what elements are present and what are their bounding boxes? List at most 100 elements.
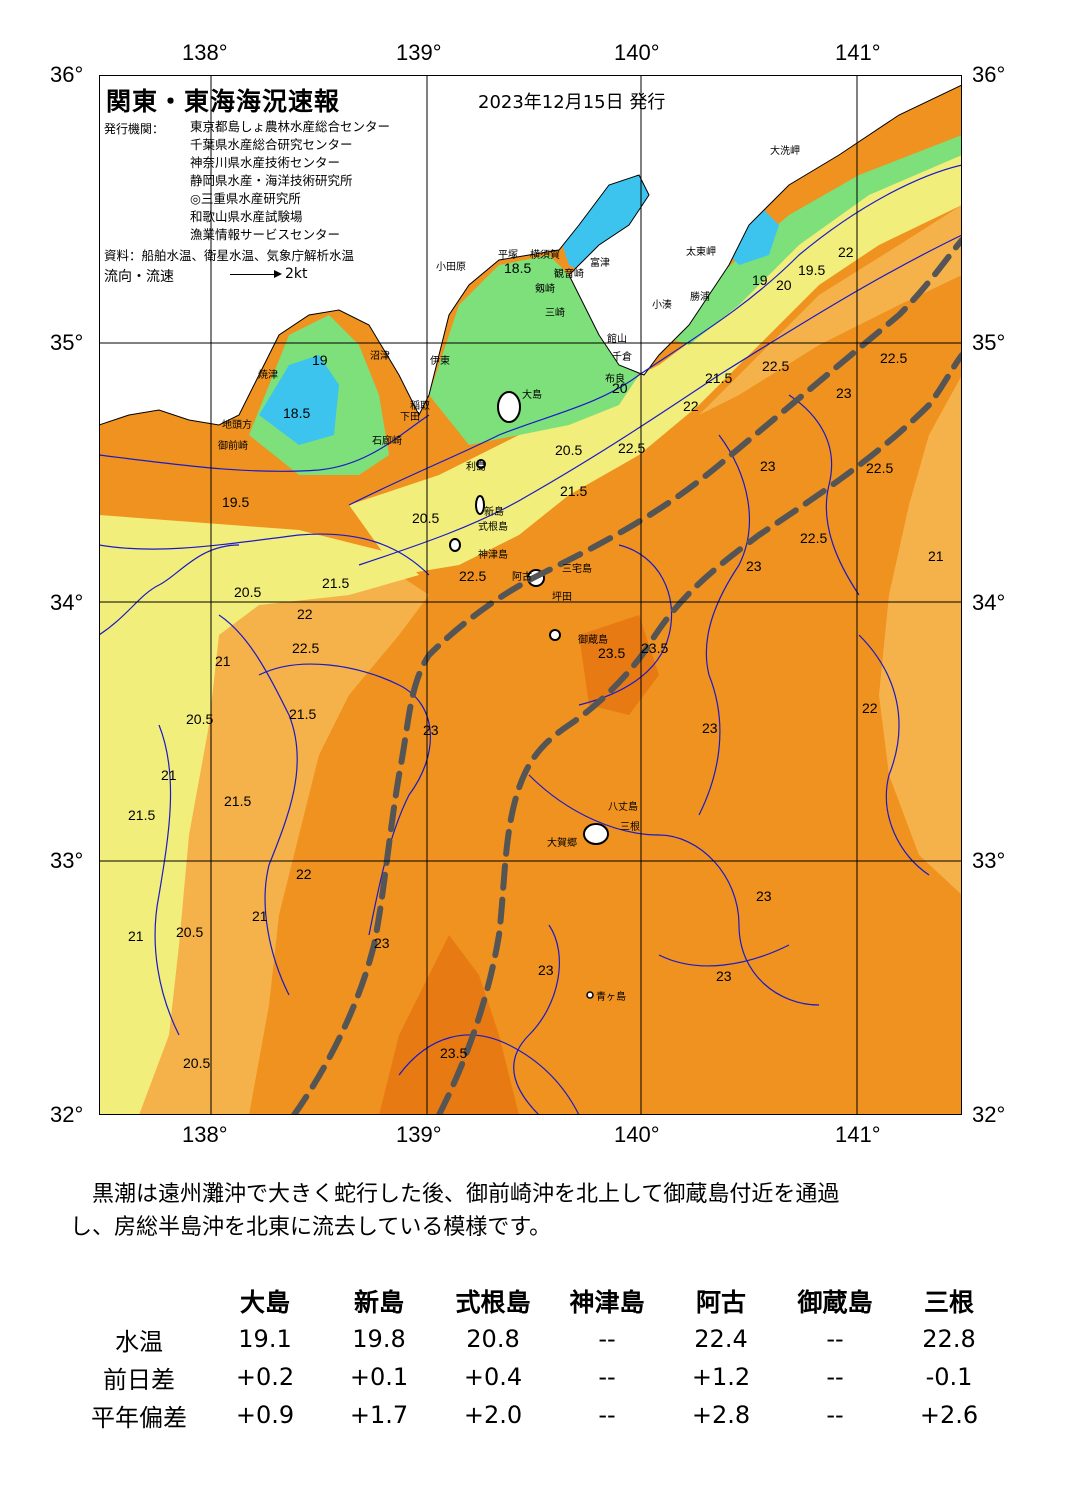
place-label: 地頭方 xyxy=(222,420,252,431)
table-cell: +0.1 xyxy=(349,1363,409,1391)
place-label: 三宅島 xyxy=(562,564,592,575)
graticule xyxy=(99,75,962,1115)
isotherm-label: 22.5 xyxy=(880,350,908,366)
isotherm-label: 20.5 xyxy=(176,924,204,940)
data-source: 資料：船舶水温、衛星水温、気象庁解析水温 xyxy=(104,248,355,263)
place-label: 沼津 xyxy=(370,351,390,362)
place-label: 式根島 xyxy=(478,522,508,533)
isotherm-label: 20 xyxy=(776,277,792,293)
table-cell: -- xyxy=(598,1401,616,1429)
table-cell: +2.8 xyxy=(691,1401,751,1429)
lat-label-left-35: 35° xyxy=(50,330,84,355)
table-cell: +0.9 xyxy=(235,1401,295,1429)
isotherm-label: 23 xyxy=(836,385,852,401)
place-label: 御前崎 xyxy=(218,441,248,452)
isotherm-label: 20.5 xyxy=(183,1055,211,1071)
observation-table: 大島 新島 式根島 神津島 阿古 御蔵島 三根 水温 19.1 19.8 20.… xyxy=(70,1282,1006,1434)
place-label: 八丈島 xyxy=(608,802,638,813)
isotherm-label: 23 xyxy=(538,962,554,978)
place-label: 平塚 xyxy=(498,250,518,261)
agency-item: 東京都島しょ農林水産総合センター xyxy=(190,119,391,134)
summary-line: し、房総半島沖を北東に流去している模様です。 xyxy=(70,1215,552,1240)
island-hachijojima xyxy=(583,823,609,845)
agency-item: 千葉県水産総合研究センター xyxy=(190,137,353,152)
table-row: 平年偏差 +0.9 +1.7 +2.0 -- +2.8 -- +2.6 xyxy=(70,1396,1006,1434)
site-header: 神津島 xyxy=(569,1288,645,1317)
site-header: 新島 xyxy=(353,1288,404,1317)
table-cell: -- xyxy=(598,1363,616,1391)
isotherm-label: 23 xyxy=(760,458,776,474)
row-label: 前日差 xyxy=(103,1365,175,1394)
isotherm-label: 20 xyxy=(612,380,628,396)
place-label: 太東岬 xyxy=(686,247,716,258)
table-row: 水温 19.1 19.8 20.8 -- 22.4 -- 22.8 xyxy=(70,1320,1006,1358)
row-label: 水温 xyxy=(115,1327,163,1356)
table-cell: +0.4 xyxy=(463,1363,523,1391)
isotherm-label: 23 xyxy=(423,722,439,738)
place-label: 三根 xyxy=(620,822,640,833)
lon-label-top-140: 140° xyxy=(614,40,660,65)
place-label: 伊東 xyxy=(430,356,450,367)
sea-zone-mild-west xyxy=(99,515,419,1115)
site-header: 式根島 xyxy=(455,1288,531,1317)
table-cell: 22.4 xyxy=(694,1325,748,1353)
lon-label-bottom-141: 141° xyxy=(835,1122,881,1147)
isotherm-label: 23 xyxy=(702,720,718,736)
isotherm-label: 22.5 xyxy=(866,460,894,476)
isotherm-label: 22 xyxy=(862,700,878,716)
flow-legend-scale: 2kt xyxy=(285,266,308,282)
isotherm-label: 21.5 xyxy=(705,370,733,386)
lat-label-right-34: 34° xyxy=(972,590,1006,615)
sea-zone-warm-east xyxy=(879,375,962,895)
lon-label-top-141: 141° xyxy=(835,40,881,65)
sea-zone-cool-boso xyxy=(659,135,962,345)
lon-label-bottom-138: 138° xyxy=(182,1122,228,1147)
lat-label-right-35: 35° xyxy=(972,330,1006,355)
isotherm-label: 21 xyxy=(215,653,231,669)
place-label: 館山 xyxy=(607,334,627,345)
flow-arrow-icon xyxy=(230,270,282,278)
flow-legend-label: 流向・流速 xyxy=(104,269,174,285)
table-cell: -- xyxy=(826,1401,844,1429)
place-label: 小田原 xyxy=(436,262,466,273)
lat-label-left-33: 33° xyxy=(50,848,84,873)
place-label: 千倉 xyxy=(612,352,632,363)
lat-label-left-34: 34° xyxy=(50,590,84,615)
place-label: 大賀郷 xyxy=(547,838,577,849)
island-mikurajima xyxy=(549,629,561,641)
place-label: 大島 xyxy=(522,390,542,401)
sea-zone-hottest-center xyxy=(579,615,659,715)
site-header: 御蔵島 xyxy=(797,1288,873,1317)
isotherm-label: 23.5 xyxy=(440,1045,468,1061)
lat-label-right-33: 33° xyxy=(972,848,1006,873)
sea-zone-hottest-south xyxy=(379,935,519,1115)
isotherm-label: 20.5 xyxy=(555,442,583,458)
isotherm-label: 19 xyxy=(312,352,328,368)
summary-text: 黒潮は遠州灘沖で大きく蛇行した後、御前崎沖を北上して御蔵島付近を通過 し、房総半… xyxy=(70,1178,992,1244)
table-cell: -0.1 xyxy=(925,1363,973,1391)
lon-label-top-138: 138° xyxy=(182,40,228,65)
table-cell: -- xyxy=(826,1325,844,1353)
place-label: 坪田 xyxy=(552,592,572,603)
agency-label: 発行機関： xyxy=(104,122,165,136)
isotherm-label: 22 xyxy=(296,866,312,882)
isotherm-label: 19.5 xyxy=(222,494,250,510)
summary-line: 黒潮は遠州灘沖で大きく蛇行した後、御前崎沖を北上して御蔵島付近を通過 xyxy=(92,1182,840,1207)
table-header-row: 大島 新島 式根島 神津島 阿古 御蔵島 三根 xyxy=(70,1282,1006,1320)
isotherm-label: 21 xyxy=(128,928,144,944)
isotherm-label: 22 xyxy=(838,244,854,260)
sea-zone-cold-suruga xyxy=(259,355,339,445)
table-cell: -- xyxy=(826,1363,844,1391)
agency-item: ◎三重県水産研究所 xyxy=(190,191,301,206)
agency-item: 漁業情報サービスセンター xyxy=(190,227,341,242)
sea-zone-mild-north xyxy=(349,155,962,575)
isotherm-label: 23 xyxy=(374,935,390,951)
row-label: 平年偏差 xyxy=(91,1403,187,1432)
place-label: 阿古 xyxy=(512,572,532,583)
isotherm-label: 23 xyxy=(746,558,762,574)
place-label: 下田 xyxy=(400,412,420,423)
agency-item: 和歌山県水産試験場 xyxy=(190,209,303,224)
isotherm-label: 22.5 xyxy=(459,568,487,584)
isotherm-label: 23.5 xyxy=(598,645,626,661)
place-label: 青ヶ島 xyxy=(596,992,626,1003)
